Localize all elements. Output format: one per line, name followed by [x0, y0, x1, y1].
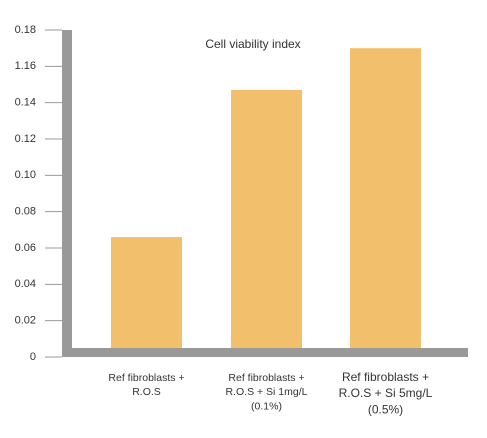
bar — [350, 48, 421, 358]
chart-title: Cell viability index — [205, 37, 300, 51]
y-tick-label: 0.18 — [15, 24, 36, 36]
y-tick-label: 0.10 — [15, 169, 36, 181]
bar — [231, 89, 302, 357]
y-tick-label: 0.04 — [15, 278, 36, 290]
bar — [111, 237, 182, 357]
x-axis — [62, 348, 468, 357]
x-tick-label: Ref fibroblasts + R.O.S + Si 5mg/L (0.5%) — [339, 370, 433, 416]
y-tick-label: 0 — [30, 351, 36, 363]
y-tick-label: 0.02 — [15, 315, 36, 327]
x-tick-label: Ref fibroblasts + R.O.S — [108, 372, 184, 398]
y-axis — [62, 30, 72, 357]
y-tick-label: 0.12 — [15, 133, 36, 145]
y-tick-label: 0.08 — [15, 206, 36, 218]
y-tick-label: 0.06 — [15, 242, 36, 254]
y-tick-label: 0.14 — [15, 97, 36, 109]
x-tick-label: Ref fibroblasts + R.O.S + Si 1mg/L (0.1%) — [226, 372, 308, 412]
y-tick-label: 1.16 — [15, 60, 36, 72]
